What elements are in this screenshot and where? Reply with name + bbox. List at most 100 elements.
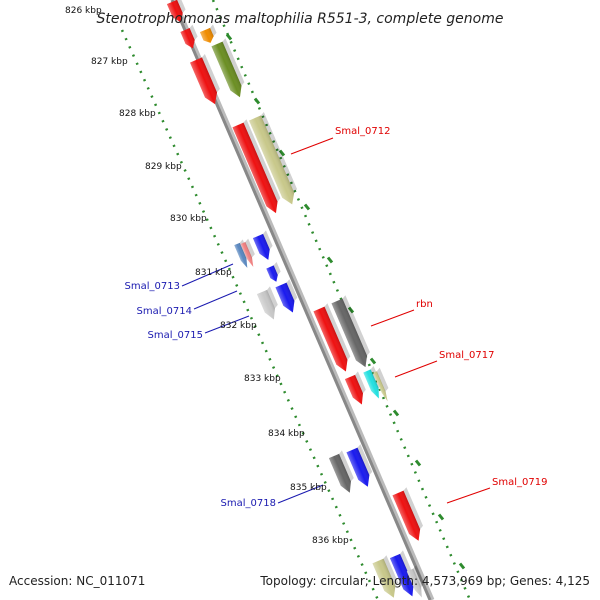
callout-line — [204, 315, 250, 334]
gene-label: rbn — [416, 299, 433, 310]
gene-rbn-shade — [331, 298, 368, 368]
gene-smal-0718b-side — [357, 444, 373, 476]
gene-smal-0713b[interactable] — [240, 238, 259, 268]
gene-rbn-red[interactable] — [313, 303, 355, 374]
callout-line — [193, 290, 238, 310]
gene-smal-0718-shade — [328, 453, 351, 493]
major-tick-5 — [326, 256, 334, 264]
gene-top-red-1-side — [177, 0, 186, 13]
gene-smal-0717b-side — [376, 367, 389, 392]
gene-top-red-1[interactable] — [166, 0, 189, 24]
gene-red-after-0717[interactable] — [344, 371, 370, 406]
gene-smal-0713-shade — [234, 242, 248, 268]
gene-top-olive-shade — [211, 41, 242, 98]
gene-top-red-3-side — [201, 54, 220, 93]
gene-smal-0715b-side — [286, 279, 298, 301]
gene-bottom-gray-side — [413, 565, 425, 587]
gene-smal-0719-side — [403, 487, 424, 530]
gene-smal-0715[interactable] — [256, 286, 282, 321]
map-title: Stenotrophomonas maltophilia R551-3, com… — [97, 11, 504, 27]
gene-smal-0714-side — [273, 261, 281, 275]
gene-red-after-0717-side — [355, 371, 366, 394]
gene-smal-0712-shade — [249, 115, 295, 205]
gene-red-after-0717-shade — [344, 374, 363, 405]
backbone-shadow — [171, 0, 435, 600]
scale-label: 835 kbp — [290, 483, 327, 493]
gene-smal-0718b[interactable] — [346, 444, 377, 489]
gene-label: Smal_0717 — [439, 350, 494, 361]
gene-label: Smal_0714 — [137, 306, 192, 317]
scale-label: 832 kbp — [220, 321, 257, 331]
scale-labels: 826 kbp 827 kbp 828 kbp 829 kbp 830 kbp 831 k… — [65, 6, 349, 546]
gene-smal-0718-side — [339, 450, 354, 482]
gene-smal-0715b-shade — [275, 282, 295, 313]
scale-label: 833 kbp — [244, 374, 281, 384]
gene-top-red-1-shade — [166, 0, 183, 23]
gene-smal-0717b-shade — [373, 371, 388, 402]
gene-top-orange-side — [210, 24, 217, 37]
gene-top-red-3[interactable] — [189, 54, 224, 107]
gene-bottom-gray[interactable] — [406, 565, 429, 599]
gene-top-red-3-shade — [190, 57, 218, 105]
gene-smal-0719[interactable] — [392, 487, 428, 543]
scale-label: 836 kbp — [312, 536, 349, 546]
gene-smal-0712[interactable] — [248, 112, 302, 207]
major-tick-7 — [369, 357, 377, 365]
callout-line — [277, 484, 324, 504]
gene-smal-0715b[interactable] — [275, 279, 302, 315]
gene-smal-0714a-side — [263, 230, 273, 250]
gene-rbn-side — [342, 295, 370, 356]
genes[interactable] — [166, 0, 429, 600]
scale-label: 828 kbp — [119, 109, 156, 119]
major-tick-9 — [414, 459, 422, 467]
major-tick-10 — [437, 513, 445, 521]
gene-rbn[interactable] — [331, 295, 375, 369]
tick-marks — [120, 0, 472, 600]
gene-smal-0719-shade — [392, 490, 421, 541]
gene-smal-0712-red-side — [243, 119, 281, 202]
gene-bottom-blue-shade — [389, 553, 414, 597]
gene-smal-0712-red-shade — [232, 122, 278, 214]
gene-smal-0718[interactable] — [328, 450, 358, 495]
major-tick-4 — [303, 203, 311, 211]
gene-label: Smal_0715 — [148, 330, 203, 341]
accession-text: Accession: NC_011071 — [9, 574, 146, 588]
gene-smal-0718b-shade — [346, 447, 370, 487]
gene-rbn-red-shade — [313, 306, 348, 372]
topology-summary: Topology: circular; Length: 4,573,969 bp… — [260, 574, 590, 588]
gene-smal-0714a-shade — [252, 233, 270, 260]
gene-label: Smal_0712 — [335, 126, 390, 137]
gene-smal-0715-shade — [256, 289, 275, 320]
callout-line — [394, 360, 438, 378]
gene-label: Smal_0713 — [125, 281, 180, 292]
gene-bottom-khaki[interactable] — [372, 555, 403, 600]
gene-callouts: Smal_0712 Smal_0713 Smal_0714 Smal_0715 rbn S… — [125, 126, 548, 509]
gene-bottom-khaki-shade — [372, 558, 396, 598]
scale-label: 830 kbp — [170, 214, 207, 224]
gene-smal-0714[interactable] — [266, 261, 284, 283]
gene-rbn-red-side — [324, 303, 351, 360]
gene-top-olive[interactable] — [211, 38, 249, 99]
gene-smal-0717-shade — [363, 369, 379, 399]
gene-top-red-2-shade — [180, 28, 195, 49]
gene-smal-0715-side — [267, 286, 278, 309]
gene-smal-0717b[interactable] — [372, 367, 393, 402]
gene-smal-0712-red[interactable] — [232, 119, 285, 215]
major-tick-1 — [225, 33, 233, 41]
gene-top-red-2[interactable] — [180, 24, 202, 51]
scale-label: 829 kbp — [145, 162, 182, 172]
gene-smal-0712-side — [260, 112, 298, 193]
callout-line — [370, 309, 415, 327]
gene-top-olive-side — [222, 38, 245, 86]
gene-label: Smal_0718 — [221, 498, 276, 509]
major-tick-6 — [347, 306, 355, 314]
major-tick-2 — [253, 97, 261, 105]
scale-label: 827 kbp — [91, 57, 128, 67]
scale-label: 826 kbp — [65, 6, 102, 16]
major-tick-8 — [392, 409, 400, 417]
gene-top-orange[interactable] — [199, 24, 219, 45]
gene-smal-0714-shade — [266, 265, 278, 282]
gene-smal-0714a[interactable] — [252, 230, 277, 262]
